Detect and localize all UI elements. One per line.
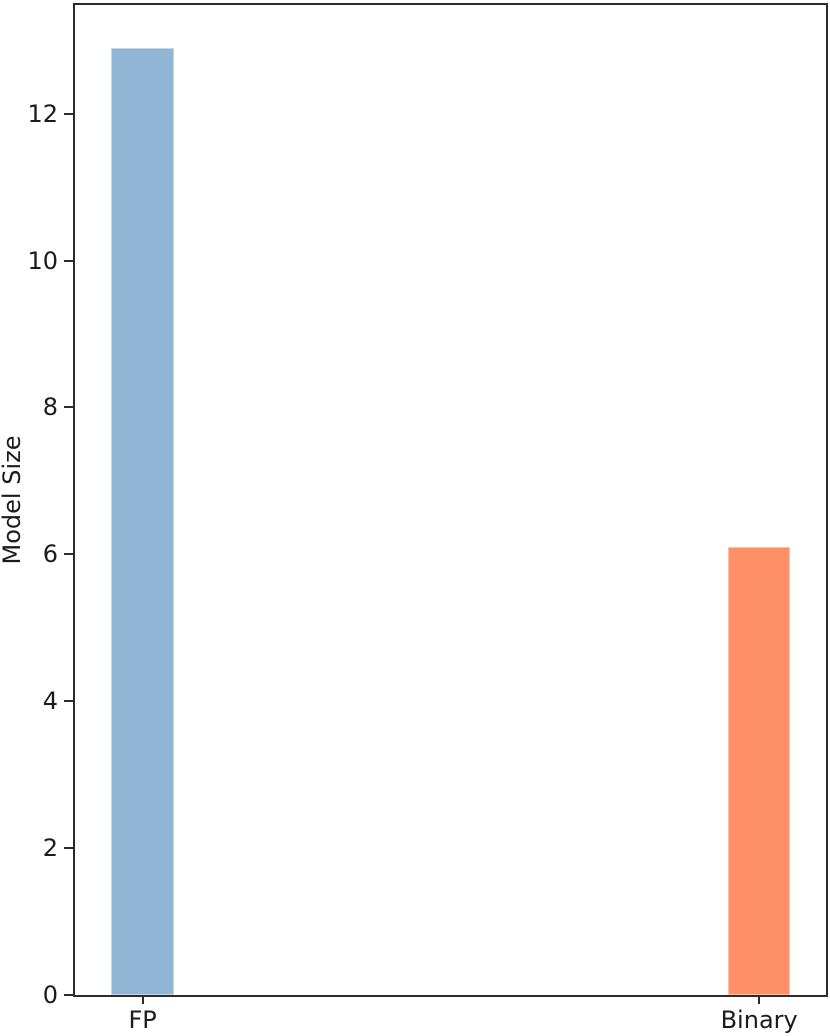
y-tick-label: 0 xyxy=(42,981,58,1009)
bar-fp xyxy=(111,47,174,995)
y-tick-mark xyxy=(64,112,73,115)
y-tick-label: 8 xyxy=(42,393,58,422)
y-tick-label: 2 xyxy=(42,834,58,863)
plot-area: 0 2 4 6 8 10 12 FP Binary xyxy=(27,3,828,1033)
y-tick-mark xyxy=(64,847,73,850)
x-tick-label: FP xyxy=(128,1006,157,1034)
y-tick-mark xyxy=(64,259,73,262)
bar-binary xyxy=(727,547,791,995)
x-tick-label: Binary xyxy=(720,1006,798,1034)
y-tick-label: 10 xyxy=(27,246,58,275)
y-tick-mark xyxy=(64,994,73,996)
y-tick-label: 4 xyxy=(42,687,58,716)
x-tick-mark xyxy=(141,995,144,1004)
y-tick-mark xyxy=(64,553,73,556)
y-tick-label: 6 xyxy=(42,540,58,569)
x-tick-mark xyxy=(758,995,761,1004)
y-tick-label: 12 xyxy=(27,99,58,128)
y-tick-mark xyxy=(64,700,73,703)
y-tick-mark xyxy=(64,406,73,409)
